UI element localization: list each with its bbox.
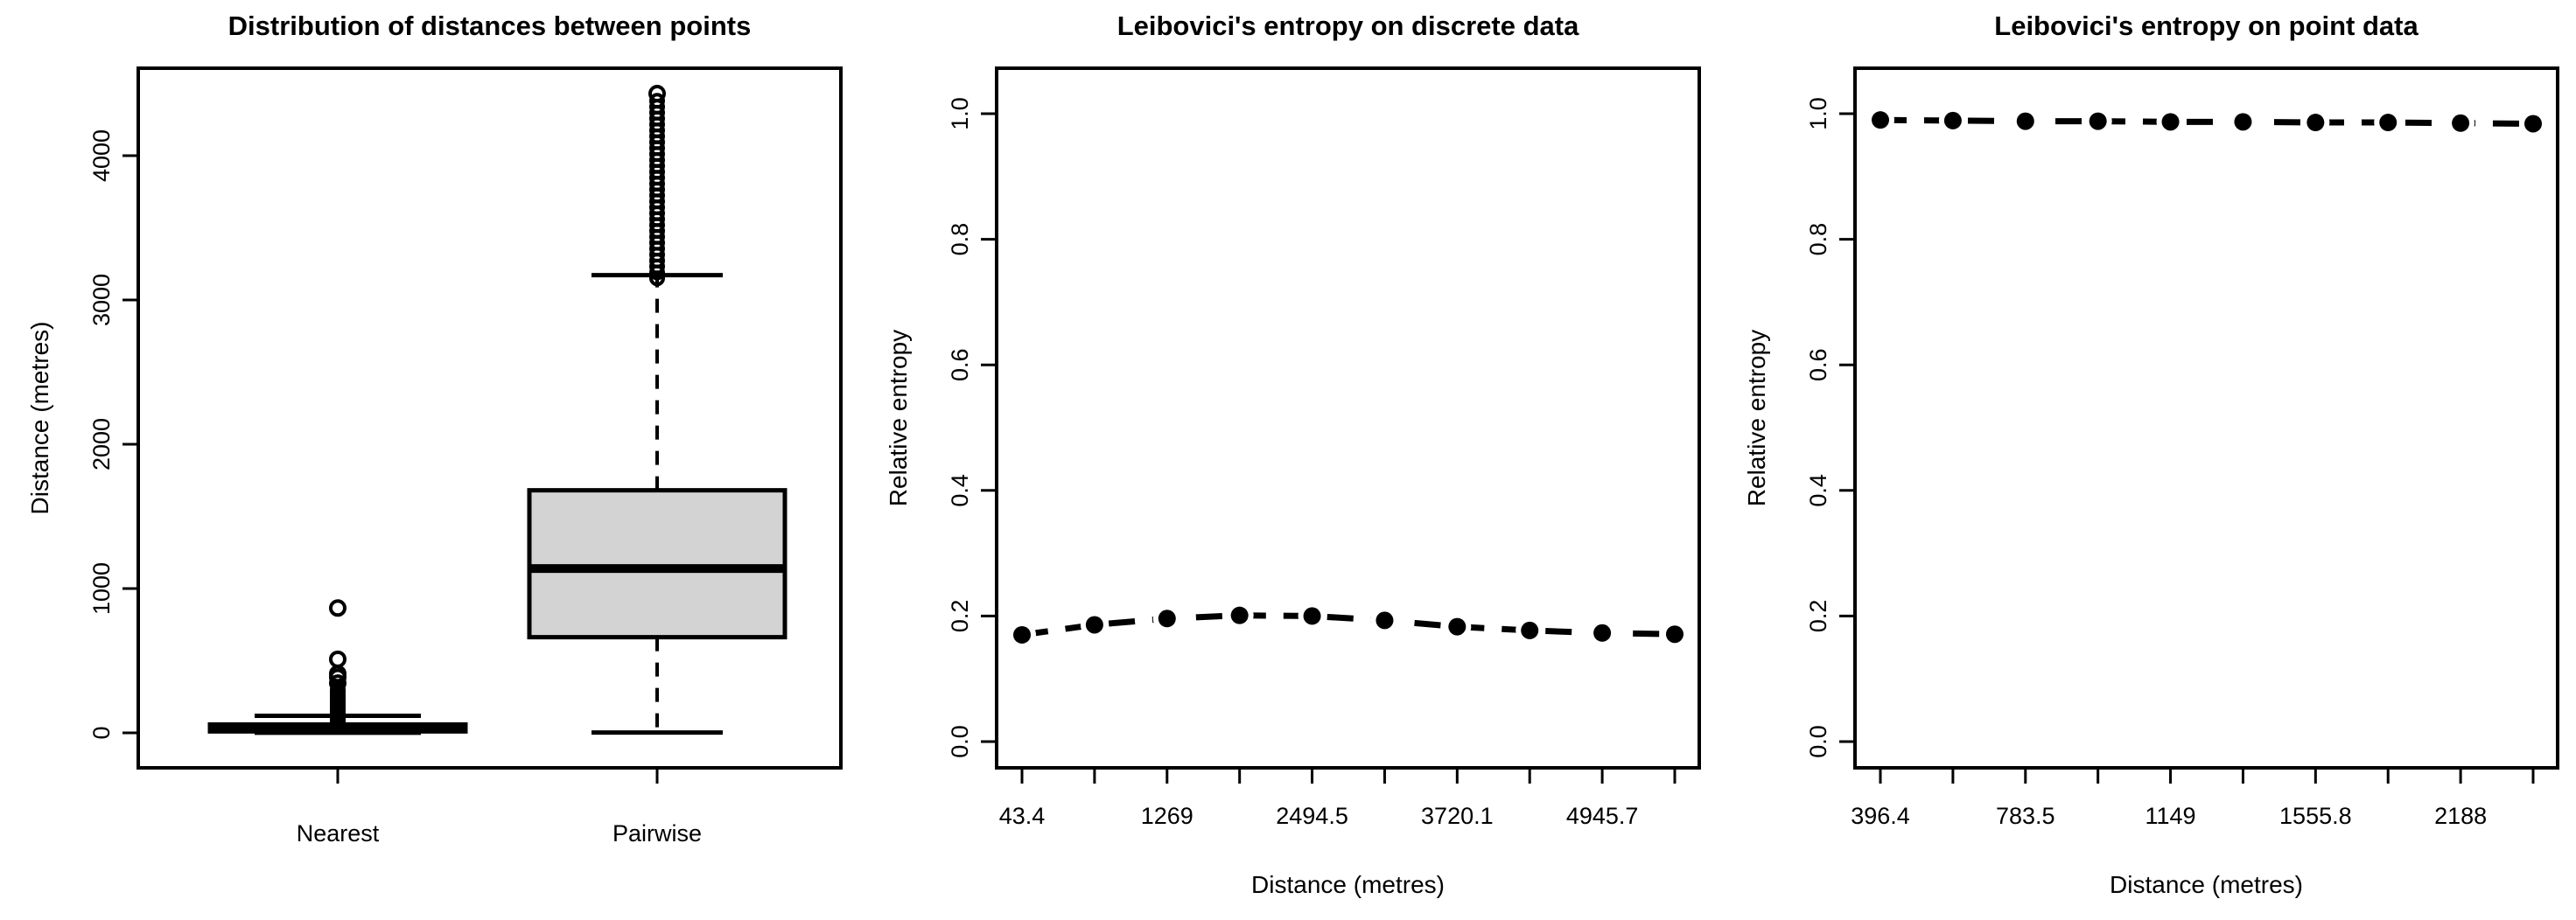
y-tick-label: 0 xyxy=(88,726,115,739)
y-tick-label: 2000 xyxy=(88,418,115,470)
y-tick-label: 0.0 xyxy=(1805,725,1831,758)
data-point xyxy=(1872,111,1889,129)
y-tick-label: 1.0 xyxy=(1805,97,1831,130)
plot-frame xyxy=(136,66,843,770)
series-line xyxy=(1880,116,2534,127)
box-pairwise xyxy=(527,488,788,640)
data-point xyxy=(2234,113,2252,131)
y-tick-label: 0.6 xyxy=(1805,348,1831,381)
line-chart-svg: 0.0 0.2 0.4 0.6 0.8 1.0 43.4 1269 2494.5 3720.1 49… xyxy=(947,66,1701,829)
x-tick-label: 1555.8 xyxy=(2279,803,2352,829)
data-point xyxy=(2161,113,2180,131)
x-tick-label: 396.4 xyxy=(1851,803,1910,829)
chart-title: Leibovici's entropy on discrete data xyxy=(1116,10,1579,41)
x-tick-label: 2188 xyxy=(2434,803,2487,829)
panel-entropy-discrete: Leibovici's entropy on discrete data Rel… xyxy=(858,0,1717,920)
category-label: Nearest xyxy=(297,820,380,847)
plot-frame xyxy=(995,66,1701,770)
y-tick-label: 1.0 xyxy=(947,97,973,130)
data-point xyxy=(1666,625,1684,644)
boxplot-chart-svg: 0 1000 2000 3000 4000 Nearest Pairwise xyxy=(88,66,843,847)
y-tick-label: 0.8 xyxy=(1805,223,1831,256)
data-point xyxy=(1943,111,1962,129)
x-tick-label: 1269 xyxy=(1141,803,1194,829)
data-point xyxy=(1085,616,1103,634)
data-point xyxy=(1521,621,1539,639)
plot-frame xyxy=(1853,66,2559,770)
panel-distance-boxplot: Distribution of distances between points… xyxy=(0,0,858,920)
data-point xyxy=(1448,617,1466,636)
y-tick-label: 4000 xyxy=(88,129,115,182)
x-axis-label: Distance (metres) xyxy=(1251,871,1445,898)
outlier-band-point xyxy=(649,93,665,109)
category-label: Pairwise xyxy=(612,820,702,847)
line-chart-svg: 0.0 0.2 0.4 0.6 0.8 1.0 396.4 783.5 1149 1555.8 21… xyxy=(1805,66,2559,829)
outlier-point xyxy=(329,674,346,693)
data-point xyxy=(1230,606,1249,624)
y-tick-label: 0.0 xyxy=(947,725,973,758)
panel-entropy-point: Leibovici's entropy on point data Relati… xyxy=(1717,0,2575,920)
data-point xyxy=(1593,624,1612,642)
y-tick-label: 0.4 xyxy=(947,474,973,507)
data-point xyxy=(2016,112,2034,130)
data-point xyxy=(2379,114,2398,132)
x-tick-label: 43.4 xyxy=(999,803,1046,829)
y-tick-label: 0.4 xyxy=(1805,474,1831,507)
data-point xyxy=(1013,625,1031,644)
data-point xyxy=(2089,112,2107,130)
data-point xyxy=(2452,114,2470,132)
data-point xyxy=(2306,114,2325,132)
y-tick-label: 0.2 xyxy=(947,600,973,633)
x-tick-label: 2494.5 xyxy=(1276,803,1348,829)
x-tick-label: 3720.1 xyxy=(1421,803,1494,829)
data-point xyxy=(2524,115,2542,133)
x-tick-label: 1149 xyxy=(2146,803,2196,829)
y-tick-label: 1000 xyxy=(88,562,115,615)
series-line xyxy=(1021,612,1676,638)
chart-title: Distribution of distances between points xyxy=(228,10,752,41)
outlier-point xyxy=(329,599,346,617)
x-tick-label: 4945.7 xyxy=(1566,803,1639,829)
y-tick-label: 0.6 xyxy=(947,348,973,381)
data-point xyxy=(1158,610,1176,628)
y-tick-label: 0.8 xyxy=(947,223,973,256)
data-point xyxy=(1303,607,1321,625)
data-point xyxy=(1376,611,1394,630)
outlier-point xyxy=(648,85,666,103)
chart-title: Leibovici's entropy on point data xyxy=(1994,10,2418,41)
y-tick-label: 3000 xyxy=(88,274,115,326)
y-tick-label: 0.2 xyxy=(1805,600,1831,633)
x-axis-label: Distance (metres) xyxy=(2110,871,2303,898)
outlier-point xyxy=(329,650,346,668)
x-tick-label: 783.5 xyxy=(1996,803,2055,829)
